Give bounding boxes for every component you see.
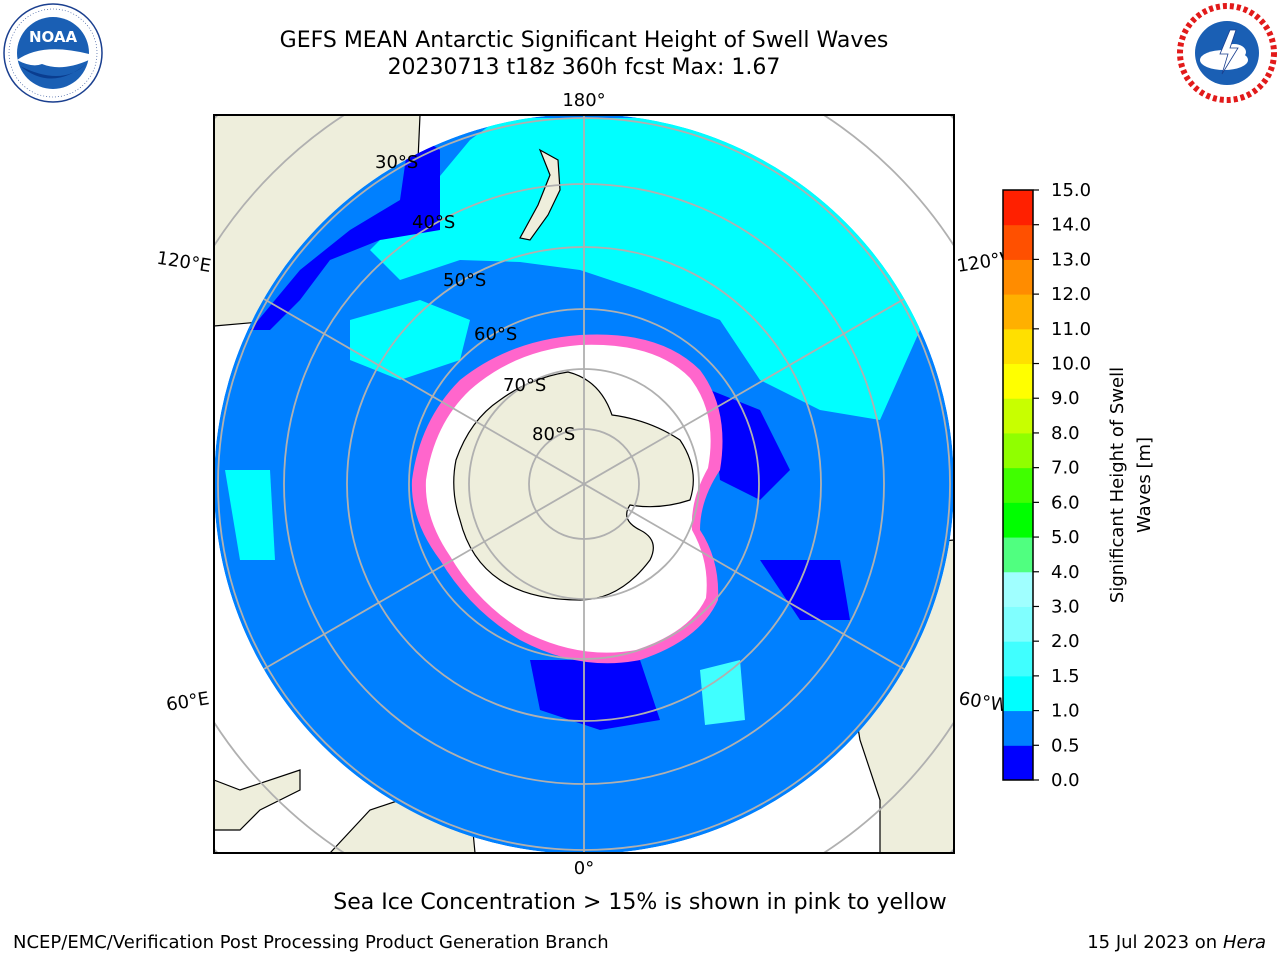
colorbar-tick-label: 14.0 — [1051, 215, 1091, 236]
colorbar-segment — [1003, 259, 1033, 295]
lon-label-180: 180° — [562, 90, 605, 111]
colorbar-segment — [1003, 363, 1033, 399]
colorbar: 0.0 0.5 1.0 1.5 2.0 3.0 4.0 5.0 6.0 7.0 8.0 9.0 10.0… — [1002, 180, 1091, 791]
colorbar-label-line1: Significant Height of Swell — [1107, 367, 1128, 603]
colorbar-tick-label: 1.0 — [1051, 701, 1080, 722]
lat-label-30s: 30°S — [375, 152, 418, 173]
colorbar-tick-label: 9.0 — [1051, 388, 1080, 409]
colorbar-segment — [1003, 675, 1033, 712]
lon-label-120e: 120°E — [155, 248, 212, 277]
footer-credit: NCEP/EMC/Verification Post Processing Pr… — [13, 932, 609, 953]
colorbar-tick-label: 12.0 — [1051, 284, 1091, 305]
lon-label-60w: 60°W — [957, 688, 1010, 717]
lat-label-80s: 80°S — [532, 424, 575, 445]
antarctica-land — [453, 371, 694, 601]
colorbar-segment — [1003, 294, 1033, 330]
colorbar-tick-label: 2.0 — [1051, 631, 1080, 652]
swell-region-cyan-3 — [225, 470, 275, 560]
africa-land — [214, 769, 301, 831]
lat-label-40s: 40°S — [412, 212, 455, 233]
colorbar-tick-label: 1.5 — [1051, 666, 1080, 687]
sea-ice-caption: Sea Ice Concentration > 15% is shown in … — [333, 890, 947, 915]
colorbar-frame — [1002, 189, 1034, 781]
colorbar-segment — [1003, 641, 1033, 677]
colorbar-tick-label: 15.0 — [1051, 180, 1091, 201]
colorbar-tick-label: 11.0 — [1051, 319, 1091, 340]
nws-logo — [1177, 3, 1277, 103]
colorbar-segment — [1003, 745, 1033, 781]
lon-label-60e: 60°E — [165, 688, 211, 716]
colorbar-tick-label: 0.0 — [1051, 770, 1080, 791]
lat-label-70s: 70°S — [503, 375, 546, 396]
colorbar-tick-label: 0.5 — [1051, 735, 1080, 756]
colorbar-tick-label: 8.0 — [1051, 423, 1080, 444]
footer-host: Hera — [1222, 932, 1266, 953]
colorbar-segment — [1003, 537, 1033, 573]
footer-date: 15 Jul 2023 on Hera — [1087, 932, 1266, 953]
colorbar-tick-label: 10.0 — [1051, 354, 1091, 375]
colorbar-tick-label: 4.0 — [1051, 562, 1080, 583]
colorbar-tick-label: 13.0 — [1051, 249, 1091, 270]
new-zealand-land — [519, 148, 561, 241]
colorbar-segment — [1003, 606, 1033, 642]
footer-date-text: 15 Jul 2023 on — [1087, 932, 1223, 953]
colorbar-segment — [1003, 467, 1033, 503]
colorbar-tick-label: 6.0 — [1051, 492, 1080, 513]
colorbar-segment — [1003, 398, 1033, 434]
colorbar-segment — [1003, 502, 1033, 538]
colorbar-segment — [1003, 328, 1033, 365]
colorbar-tick-label: 3.0 — [1051, 596, 1080, 617]
colorbar-segment — [1003, 190, 1033, 226]
lat-label-50s: 50°S — [443, 270, 486, 291]
swell-region-low-4 — [760, 560, 850, 620]
colorbar-segment — [1003, 710, 1033, 746]
colorbar-tick-label: 5.0 — [1051, 527, 1080, 548]
noaa-logo: NOAA — [3, 3, 103, 103]
swell-region-low — [250, 130, 440, 330]
chart-title: GEFS MEAN Antarctic Significant Height o… — [279, 28, 889, 53]
lon-label-0: 0° — [574, 858, 594, 879]
colorbar-tick-label: 7.0 — [1051, 458, 1080, 479]
chart-subtitle: 20230713 t18z 360h fcst Max: 1.67 — [387, 55, 781, 80]
colorbar-segment — [1003, 432, 1033, 469]
colorbar-label-line2: Waves [m] — [1134, 437, 1155, 533]
map-frame — [213, 114, 955, 854]
colorbar-segment — [1003, 224, 1033, 260]
swell-region-cyan-4 — [700, 660, 745, 725]
colorbar-segment — [1003, 571, 1033, 607]
swell-region-low-2 — [710, 390, 790, 500]
lat-label-60s: 60°S — [474, 324, 517, 345]
swell-region-low-3 — [530, 660, 660, 730]
swell-region-cyan-2 — [350, 300, 470, 380]
noaa-logo-text: NOAA — [29, 28, 78, 46]
